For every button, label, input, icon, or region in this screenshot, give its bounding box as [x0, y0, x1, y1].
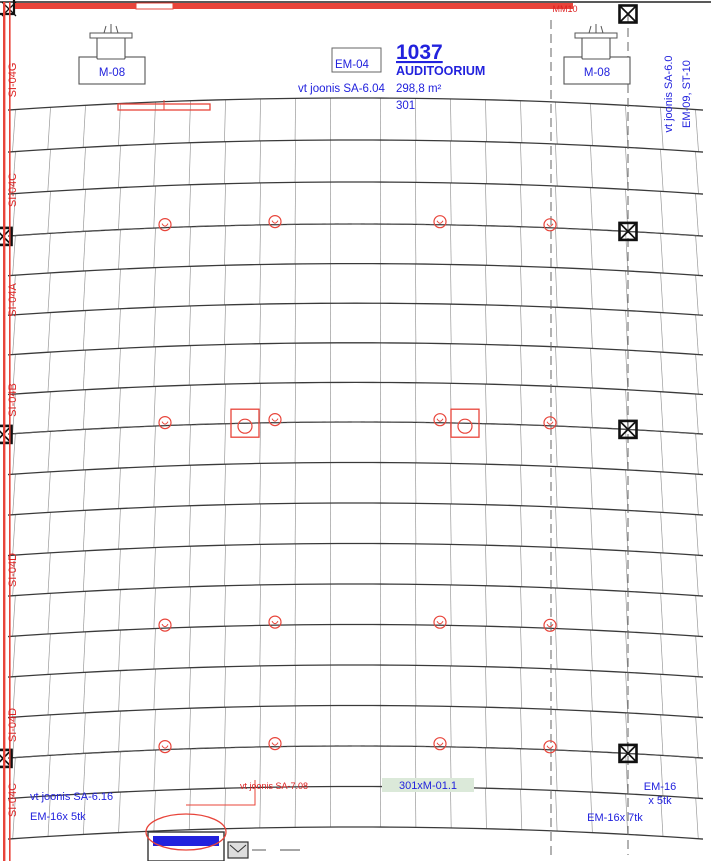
svg-text:SI-04D: SI-04D: [7, 708, 19, 742]
svg-text:301xM-01.1: 301xM-01.1: [399, 780, 457, 792]
svg-text:SI-04C: SI-04C: [7, 173, 19, 207]
svg-text:EM-04: EM-04: [335, 59, 369, 71]
svg-text:vt joonis SA-7.08: vt joonis SA-7.08: [240, 781, 308, 791]
svg-text:1037: 1037: [396, 41, 443, 64]
svg-text:AUDITOORIUM: AUDITOORIUM: [396, 64, 485, 78]
svg-text:SI-04C: SI-04C: [7, 783, 19, 817]
svg-text:SI-04B: SI-04B: [7, 383, 19, 417]
svg-text:SI-04A: SI-04A: [7, 283, 19, 317]
svg-text:EM-16x 7tk: EM-16x 7tk: [587, 812, 643, 824]
svg-text:EM-16x 5tk: EM-16x 5tk: [30, 811, 86, 823]
svg-text:M-08: M-08: [99, 67, 125, 79]
svg-text:x 5tk: x 5tk: [648, 795, 672, 807]
svg-text:vt joonis SA-6.16: vt joonis SA-6.16: [30, 791, 113, 803]
svg-text:SI-04D: SI-04D: [7, 553, 19, 587]
svg-text:M-08: M-08: [584, 67, 610, 79]
svg-text:EM-16: EM-16: [644, 781, 676, 793]
svg-text:vt joonis SA-6.0: vt joonis SA-6.0: [663, 55, 675, 132]
svg-text:SI-04G: SI-04G: [7, 63, 19, 98]
svg-text:301: 301: [396, 100, 415, 112]
svg-text:EM-09, ST-10: EM-09, ST-10: [681, 60, 693, 128]
svg-text:298,8 m²: 298,8 m²: [396, 83, 442, 95]
svg-text:MM10: MM10: [552, 4, 577, 14]
svg-text:vt joonis SA-6.04: vt joonis SA-6.04: [298, 83, 386, 95]
